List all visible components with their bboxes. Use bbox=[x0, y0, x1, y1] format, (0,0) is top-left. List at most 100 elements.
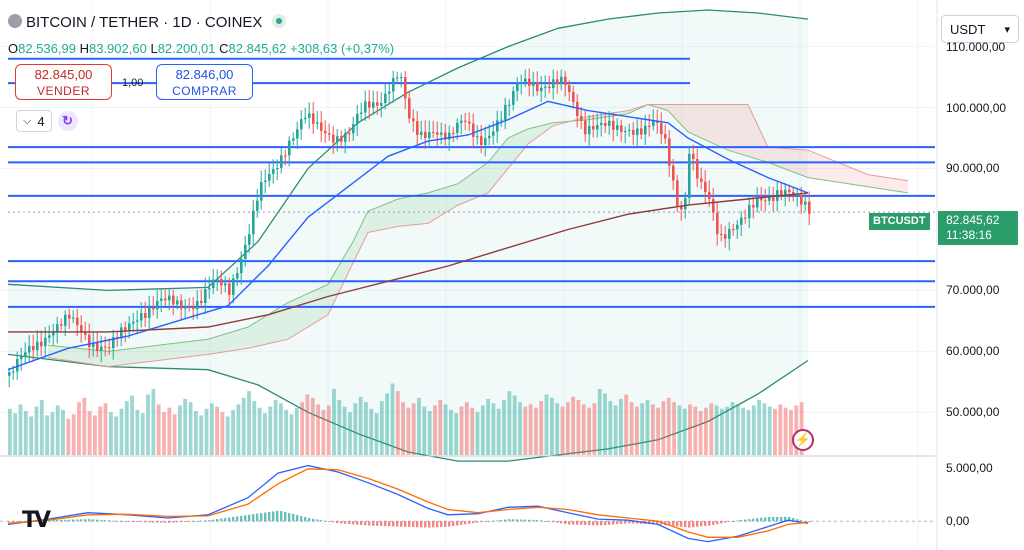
open-label: O bbox=[8, 41, 19, 56]
candle-body bbox=[280, 155, 283, 169]
macd-histogram-bar bbox=[372, 521, 375, 526]
candle-body bbox=[164, 298, 167, 301]
candle-body bbox=[376, 102, 379, 106]
macd-histogram-bar bbox=[716, 521, 719, 525]
macd-histogram-bar bbox=[392, 521, 395, 527]
buy-button[interactable]: 82.846,00 COMPRAR bbox=[156, 64, 253, 100]
volume-bar bbox=[395, 391, 400, 455]
candle-body bbox=[20, 356, 23, 360]
volume-bar bbox=[693, 406, 698, 455]
tradingview-logo-icon[interactable]: TV bbox=[22, 508, 51, 533]
macd-histogram-bar bbox=[608, 521, 611, 525]
macd-histogram-bar bbox=[308, 518, 311, 522]
candle-body bbox=[372, 102, 375, 108]
candle-body bbox=[8, 372, 11, 376]
macd-histogram-bar bbox=[800, 520, 803, 522]
candle-body bbox=[360, 112, 363, 114]
volume-bar bbox=[321, 409, 326, 455]
volume-bar bbox=[71, 414, 76, 455]
candle-body bbox=[512, 91, 515, 105]
candle-body bbox=[672, 165, 675, 181]
sell-button[interactable]: 82.845,00 VENDER bbox=[15, 64, 112, 100]
candle-body bbox=[200, 300, 203, 303]
macd-histogram-bar bbox=[488, 521, 491, 523]
volume-bar bbox=[236, 404, 241, 455]
macd-histogram-bar bbox=[384, 521, 387, 527]
close-label: C bbox=[219, 41, 229, 56]
volume-bar bbox=[443, 404, 448, 455]
macd-histogram-bar bbox=[508, 519, 511, 522]
macd-histogram-bar bbox=[348, 521, 351, 525]
macd-histogram-bar bbox=[780, 516, 783, 522]
volume-bar bbox=[82, 397, 87, 455]
market-status-icon[interactable] bbox=[272, 14, 287, 28]
candle-body bbox=[44, 337, 47, 347]
macd-pane bbox=[0, 464, 935, 543]
price-axis-label: 110.000,00 bbox=[946, 39, 1006, 54]
volume-bar bbox=[411, 403, 416, 455]
candle-body bbox=[496, 120, 499, 132]
candle-body bbox=[204, 289, 207, 303]
candle-body bbox=[696, 159, 699, 179]
candle-body bbox=[172, 295, 175, 305]
lightning-icon[interactable]: ⚡ bbox=[792, 429, 814, 451]
volume-bar bbox=[720, 408, 724, 455]
volume-bar bbox=[183, 398, 188, 455]
refresh-icon[interactable]: ↻ bbox=[57, 111, 78, 131]
macd-histogram-bar bbox=[120, 521, 123, 523]
candle-body bbox=[124, 327, 127, 331]
volume-bar bbox=[773, 408, 777, 455]
candle-body bbox=[464, 120, 467, 122]
volume-bar bbox=[188, 402, 193, 455]
volume-bar bbox=[369, 408, 374, 455]
price-axis-label: 60.000,00 bbox=[946, 344, 1000, 359]
macd-histogram-bar bbox=[720, 521, 723, 524]
macd-histogram-bar bbox=[732, 521, 735, 523]
candle-body bbox=[340, 136, 343, 142]
candle-body bbox=[440, 132, 443, 135]
candle-body bbox=[256, 200, 259, 211]
macd-histogram-bar bbox=[452, 521, 455, 527]
candle-body bbox=[152, 307, 155, 310]
volume-bar bbox=[337, 400, 342, 455]
macd-histogram-bar bbox=[688, 521, 691, 528]
macd-histogram-bar bbox=[324, 520, 327, 522]
macd-histogram-bar bbox=[332, 521, 335, 523]
low-label: L bbox=[150, 41, 158, 56]
macd-histogram-bar bbox=[560, 521, 563, 524]
candle-body bbox=[504, 104, 507, 120]
volume-bar bbox=[677, 405, 682, 455]
volume-bar bbox=[247, 391, 251, 455]
macd-histogram-bar bbox=[368, 521, 371, 526]
candle-body bbox=[632, 129, 635, 135]
currency-select[interactable]: USDT ▾ bbox=[941, 15, 1019, 43]
candle-body bbox=[176, 300, 179, 305]
buy-label: COMPRAR bbox=[172, 84, 237, 98]
macd-histogram-bar bbox=[764, 517, 767, 522]
volume-bar bbox=[555, 403, 560, 455]
last-price: 82.845,62 bbox=[946, 213, 1000, 227]
volume-bar bbox=[565, 402, 570, 455]
candle-body bbox=[680, 205, 683, 210]
candle-body bbox=[64, 314, 67, 326]
macd-histogram-bar bbox=[244, 515, 247, 522]
volume-bar bbox=[486, 398, 490, 455]
volume-bar bbox=[608, 401, 613, 455]
candle-body bbox=[548, 86, 551, 89]
volume-bar bbox=[502, 400, 506, 455]
candle-body bbox=[448, 132, 451, 140]
volume-bar bbox=[746, 409, 751, 455]
macd-histogram-bar bbox=[708, 521, 711, 526]
candle-body bbox=[808, 201, 811, 214]
indicators-toggle[interactable]: ⌵ 4 bbox=[16, 110, 52, 132]
macd-histogram-bar bbox=[692, 521, 695, 528]
low-value: 82.200,01 bbox=[157, 41, 216, 56]
volume-bar bbox=[225, 416, 230, 455]
candle-body bbox=[68, 314, 71, 319]
volume-bar bbox=[220, 412, 225, 455]
volume-bar bbox=[135, 409, 140, 455]
volume-bar bbox=[348, 412, 352, 455]
candle-body bbox=[704, 181, 707, 193]
candle-body bbox=[580, 116, 583, 121]
